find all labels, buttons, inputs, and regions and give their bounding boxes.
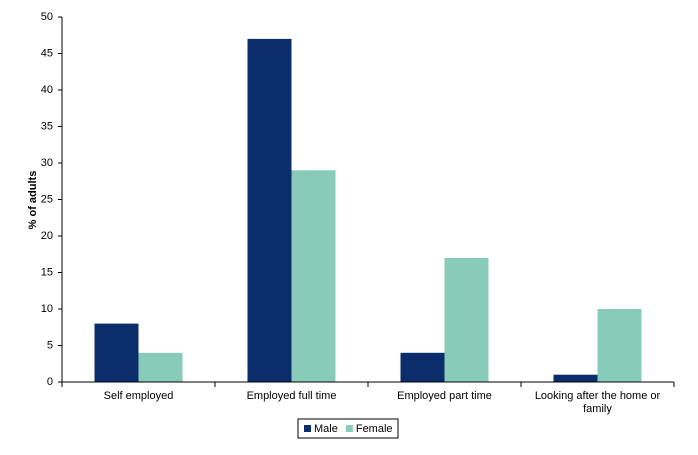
bar [94, 323, 139, 382]
y-tick-label: 25 [41, 193, 53, 205]
y-tick-label: 0 [47, 376, 53, 388]
y-axis-label: % of adults [27, 171, 39, 230]
x-tick-label: Looking after the home or family [534, 390, 661, 415]
legend-label: Female [356, 423, 393, 435]
x-tick-label: Self employed [103, 390, 174, 402]
bar [138, 352, 183, 382]
legend-label: Male [314, 423, 338, 435]
bar [247, 38, 292, 383]
y-tick-label: 30 [41, 157, 53, 169]
y-tick-label: 10 [41, 303, 53, 315]
y-tick-label: 20 [41, 230, 53, 242]
bar [400, 352, 445, 382]
bar [553, 374, 598, 382]
y-tick-label: 50 [41, 11, 53, 23]
x-tick-label: Employed part time [397, 390, 492, 402]
legend-swatch [345, 425, 353, 432]
y-tick-label: 45 [41, 47, 53, 59]
y-tick-label: 35 [41, 120, 53, 132]
bar [291, 170, 336, 382]
legend-swatch [304, 425, 311, 432]
bar [444, 257, 489, 382]
legend: Male Female [297, 418, 399, 439]
x-tick-label: Employed full time [246, 390, 337, 402]
y-tick-label: 15 [41, 266, 53, 278]
bar [597, 309, 642, 382]
y-tick-label: 40 [41, 84, 53, 96]
y-tick-label: 5 [47, 339, 53, 351]
